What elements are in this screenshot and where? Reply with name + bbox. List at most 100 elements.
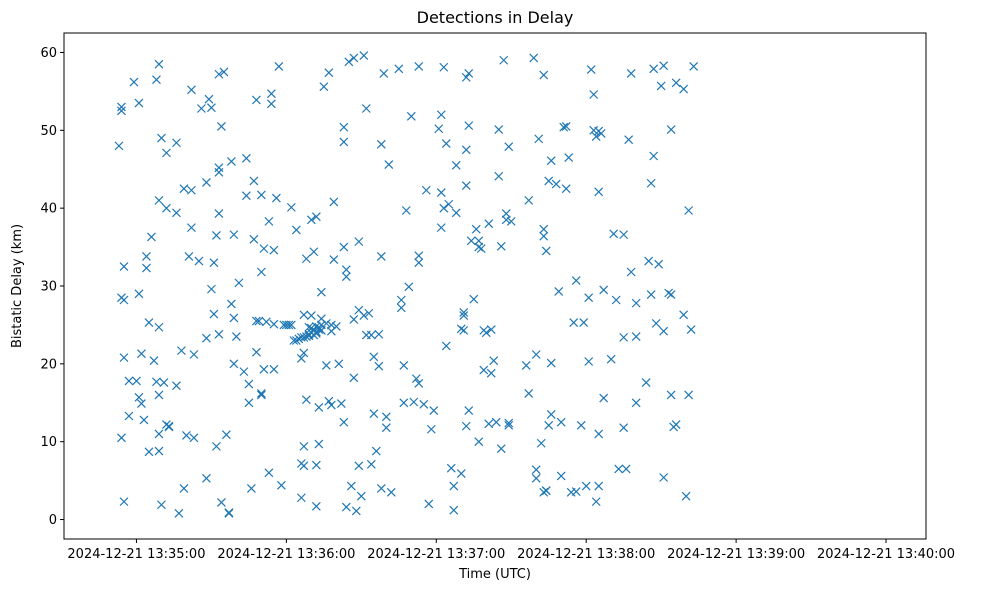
data-point bbox=[476, 244, 486, 254]
data-point bbox=[172, 381, 181, 391]
data-point bbox=[579, 318, 589, 328]
data-point bbox=[117, 102, 126, 112]
data-point bbox=[301, 395, 311, 405]
data-point bbox=[172, 208, 181, 218]
data-point bbox=[177, 346, 186, 356]
data-point bbox=[132, 376, 141, 386]
data-point bbox=[187, 85, 196, 95]
data-point bbox=[576, 420, 586, 430]
data-point bbox=[424, 499, 434, 509]
data-point bbox=[524, 195, 534, 205]
data-point bbox=[276, 480, 286, 490]
data-point bbox=[344, 57, 354, 67]
data-point bbox=[341, 502, 351, 512]
data-point bbox=[626, 69, 636, 78]
data-point bbox=[666, 390, 676, 400]
data-point bbox=[584, 357, 594, 366]
data-point bbox=[371, 446, 381, 456]
data-point bbox=[461, 181, 471, 191]
data-point bbox=[229, 359, 239, 369]
data-point bbox=[481, 328, 491, 338]
data-point bbox=[561, 121, 571, 131]
data-point bbox=[164, 422, 174, 432]
data-point bbox=[504, 418, 514, 428]
data-point bbox=[311, 329, 321, 338]
data-point bbox=[124, 376, 134, 386]
data-point bbox=[534, 134, 544, 144]
data-point bbox=[244, 379, 254, 389]
data-point bbox=[291, 336, 301, 345]
data-point bbox=[274, 62, 284, 71]
chart-title: Detections in Delay bbox=[417, 8, 574, 27]
data-point bbox=[172, 138, 181, 148]
data-point bbox=[421, 185, 431, 195]
data-point bbox=[211, 230, 221, 240]
data-point bbox=[341, 265, 351, 275]
data-point bbox=[531, 465, 541, 475]
data-point bbox=[571, 487, 581, 496]
data-point bbox=[117, 433, 126, 443]
data-point bbox=[134, 98, 144, 108]
data-point bbox=[376, 251, 386, 261]
data-point bbox=[499, 55, 509, 65]
data-point bbox=[689, 62, 699, 71]
data-point bbox=[299, 348, 309, 358]
y-axis-label: Bistatic Delay (km) bbox=[10, 224, 25, 348]
data-point bbox=[201, 473, 211, 483]
data-point bbox=[649, 64, 659, 74]
data-point bbox=[664, 288, 674, 298]
data-point bbox=[586, 65, 596, 75]
data-point bbox=[284, 320, 294, 330]
data-point bbox=[271, 193, 281, 203]
data-point bbox=[484, 219, 494, 229]
data-point bbox=[529, 53, 539, 63]
data-point bbox=[154, 59, 164, 69]
data-point bbox=[474, 242, 484, 252]
data-point bbox=[609, 229, 619, 239]
data-point bbox=[174, 508, 184, 518]
data-point bbox=[204, 94, 214, 104]
data-point bbox=[249, 176, 259, 186]
data-point bbox=[401, 206, 411, 215]
data-point bbox=[224, 508, 234, 517]
data-point bbox=[686, 325, 696, 335]
data-point bbox=[606, 354, 616, 364]
data-point bbox=[152, 75, 161, 85]
data-point bbox=[234, 278, 244, 288]
data-point bbox=[596, 128, 606, 138]
data-point bbox=[349, 53, 359, 63]
y-tick-label: 30 bbox=[40, 280, 57, 295]
data-point bbox=[244, 398, 254, 408]
data-point bbox=[386, 487, 396, 497]
data-point bbox=[269, 319, 279, 329]
data-point bbox=[339, 137, 349, 147]
data-point bbox=[316, 325, 326, 335]
data-point bbox=[436, 188, 446, 198]
data-point bbox=[331, 322, 341, 331]
data-point bbox=[654, 259, 664, 269]
data-point bbox=[591, 497, 601, 507]
data-point bbox=[259, 244, 269, 254]
data-point bbox=[179, 184, 189, 194]
data-point bbox=[324, 68, 334, 78]
data-point bbox=[496, 241, 506, 251]
data-point bbox=[256, 390, 266, 400]
data-point bbox=[441, 139, 451, 148]
data-point bbox=[399, 360, 409, 370]
data-point bbox=[306, 311, 316, 321]
data-point bbox=[434, 124, 444, 134]
data-point bbox=[249, 234, 259, 244]
data-point bbox=[589, 90, 599, 99]
data-point bbox=[129, 77, 139, 87]
data-point bbox=[611, 295, 621, 305]
data-point bbox=[459, 311, 469, 321]
y-tick-label: 10 bbox=[40, 435, 57, 450]
plot-area bbox=[64, 33, 926, 539]
data-point bbox=[339, 242, 349, 252]
data-point bbox=[379, 69, 389, 78]
data-point bbox=[299, 332, 309, 342]
data-point bbox=[256, 267, 266, 277]
data-point bbox=[496, 444, 506, 454]
data-point bbox=[486, 325, 496, 335]
data-point bbox=[684, 390, 694, 400]
